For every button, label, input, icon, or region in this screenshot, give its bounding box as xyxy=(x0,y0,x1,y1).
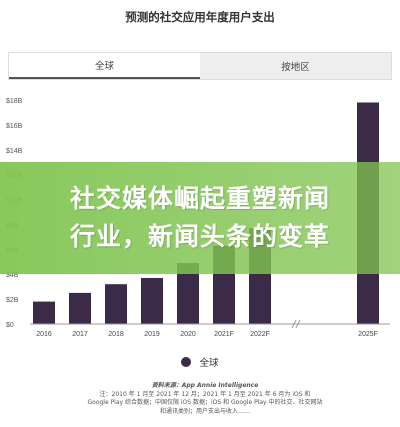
x-tick-label: 2025F xyxy=(358,331,378,338)
y-tick-label: $4B xyxy=(6,272,19,279)
y-tick-label: $0 xyxy=(6,322,14,329)
bar-2016 xyxy=(33,301,55,324)
bar-2017 xyxy=(69,292,91,324)
x-tick-label: 2017 xyxy=(72,331,88,338)
bar-2019 xyxy=(141,277,163,324)
tab-global[interactable]: 全球 xyxy=(9,53,200,79)
y-tick-label: $14B xyxy=(6,148,23,155)
x-tick-label: 2018 xyxy=(108,331,124,338)
x-axis: 2016 2017 2018 2019 2020 2021F 2022F 2025F xyxy=(30,323,390,338)
x-tick-label: 2020 xyxy=(180,331,196,338)
headline-banner: 社交媒体崛起重塑新闻 行业，新闻头条的变革 xyxy=(0,162,400,274)
y-tick-label: $18B xyxy=(6,98,23,105)
legend: 全球 xyxy=(0,355,400,369)
axis-break xyxy=(291,319,301,329)
source-heading: 资料来源：App Annie Intelligence xyxy=(151,382,259,389)
source-line-2: Google Play 综合数据；中国仅限 iOS 数据；iOS 和 Googl… xyxy=(87,399,323,406)
x-tick-label: 2019 xyxy=(144,331,160,338)
source-line-1: 注：2010 年 1 月至 2021 年 12 月；2021 年 1 月至 20… xyxy=(99,390,311,398)
bar-2018 xyxy=(105,284,127,324)
axis-break-mark xyxy=(295,319,301,329)
x-tick-label: 2021F xyxy=(214,331,234,338)
y-tick-label: $2B xyxy=(6,297,19,304)
tab-by-region[interactable]: 按地区 xyxy=(200,53,391,79)
axis-break-mark xyxy=(291,319,297,329)
x-tick-label: 2016 xyxy=(36,331,52,338)
headline-line-2: 行业，新闻头条的变革 xyxy=(69,222,330,251)
bar-2020 xyxy=(177,263,199,324)
chart-title: 预测的社交应用年度用户支出 xyxy=(125,10,275,24)
y-tick-label: $16B xyxy=(6,123,23,130)
legend-label: 全球 xyxy=(199,358,219,369)
headline-line-1: 社交媒体崛起重塑新闻 xyxy=(69,184,330,213)
source-note: 资料来源：App Annie Intelligence 注：2010 年 1 月… xyxy=(80,382,330,416)
legend-swatch xyxy=(181,357,192,367)
region-tabs: 全球 按地区 xyxy=(8,52,392,80)
source-line-3: 和通讯类别；用户支出与收入…… xyxy=(159,407,250,415)
x-tick-label: 2022F xyxy=(250,331,270,338)
